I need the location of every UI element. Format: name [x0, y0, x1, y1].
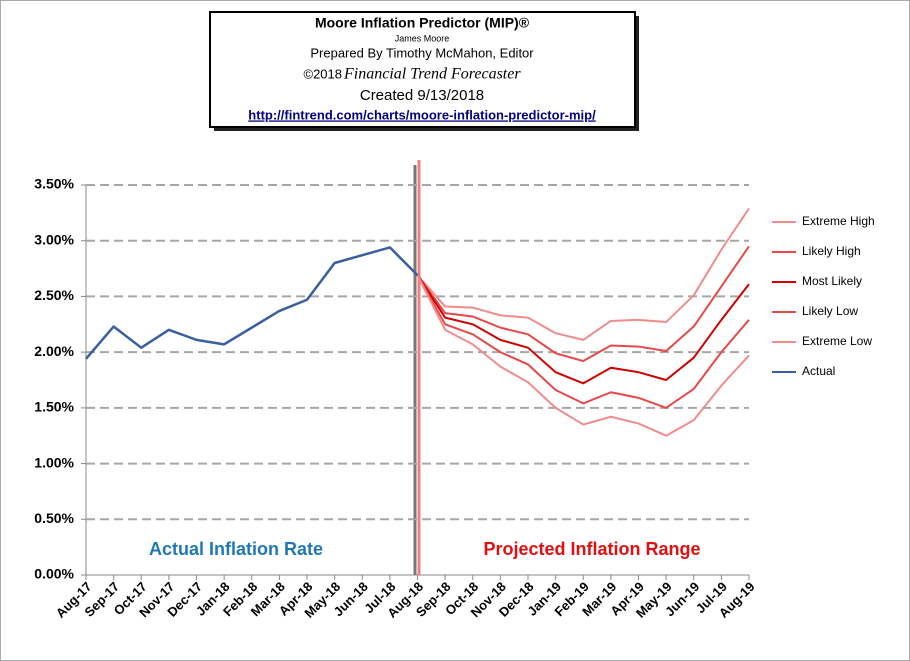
series-line	[416, 207, 750, 341]
y-tick-label: 0.50%	[34, 510, 74, 526]
series-line	[416, 274, 750, 409]
copyright: ©2018	[304, 66, 343, 81]
url-link[interactable]: http://fintrend.com/charts/moore-inflati…	[248, 107, 596, 122]
y-tick-label: 0.00%	[34, 566, 74, 582]
series-line	[416, 274, 750, 437]
legend-label: Likely High	[802, 244, 861, 258]
author: James Moore	[395, 33, 450, 43]
series-line	[416, 274, 750, 385]
annotation-actual: Actual Inflation Rate	[149, 539, 323, 559]
legend-label: Extreme High	[802, 214, 875, 228]
publisher: Financial Trend Forecaster	[343, 66, 521, 83]
y-tick-label: 2.50%	[34, 287, 74, 303]
prepared-by: Prepared By Timothy McMahon, Editor	[310, 45, 534, 60]
legend-label: Actual	[802, 364, 835, 378]
legend-label: Most Likely	[802, 274, 862, 288]
y-tick-label: 2.00%	[34, 343, 74, 359]
chart-title: Moore Inflation Predictor (MIP)®	[315, 15, 530, 31]
y-tick-label: 1.50%	[34, 399, 74, 415]
y-tick-label: 3.00%	[34, 231, 74, 247]
legend-label: Likely Low	[802, 304, 858, 318]
series-line	[85, 246, 419, 360]
title-box	[209, 11, 636, 128]
series-line	[416, 245, 750, 363]
y-tick-label: 3.50%	[34, 176, 74, 192]
annotation-projected: Projected Inflation Range	[483, 539, 700, 559]
legend-label: Extreme Low	[802, 334, 872, 348]
created: Created 9/13/2018	[360, 87, 484, 104]
y-tick-label: 1.00%	[34, 454, 74, 470]
